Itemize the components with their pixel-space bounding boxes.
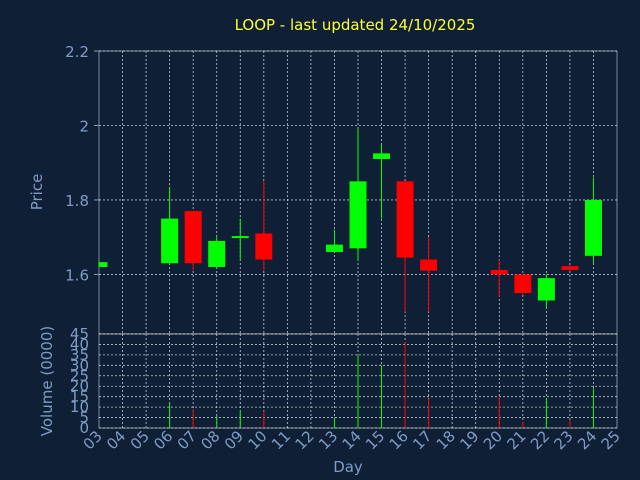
price-tick-label: 1.8 xyxy=(65,192,89,210)
price-tick-label: 1.6 xyxy=(65,266,89,284)
price-panel: 1.6 1.8 2 2.2 Price xyxy=(28,43,618,335)
candle-body xyxy=(231,236,249,239)
candle-body xyxy=(514,274,532,294)
price-axis-label: Price xyxy=(28,174,46,211)
volume-bars xyxy=(169,342,594,428)
volume-axis-label: Volume (0000) xyxy=(38,326,56,436)
candle-body xyxy=(373,153,391,159)
volume-tick-label: 40 xyxy=(70,335,89,353)
volume-tick-label: 30 xyxy=(70,356,89,374)
volume-tick-label: 25 xyxy=(70,367,89,385)
price-tick-label: 2 xyxy=(79,117,89,135)
volume-tick-label: 35 xyxy=(70,346,89,364)
volume-tick-label: 10 xyxy=(70,398,89,416)
x-axis-label: Day xyxy=(333,458,363,476)
volume-tick-label: 20 xyxy=(70,377,89,395)
price-y-ticks: 1.6 1.8 2 2.2 xyxy=(65,43,99,284)
candle-body xyxy=(561,266,579,270)
candle-body xyxy=(396,181,414,258)
candle-body xyxy=(184,211,202,264)
candle-body xyxy=(584,199,602,256)
candle-body xyxy=(208,240,226,267)
volume-tick-label: 5 xyxy=(79,409,89,427)
candle-body xyxy=(420,259,438,271)
candle-body xyxy=(99,262,108,267)
price-tick-label: 2.2 xyxy=(65,43,89,61)
candle-body xyxy=(349,181,367,249)
x-ticks: 0304050607080910111213141516171819202122… xyxy=(80,427,624,453)
candle-body xyxy=(161,218,179,264)
candle-body xyxy=(255,233,273,260)
chart-title: LOOP - last updated 24/10/2025 xyxy=(235,16,476,34)
volume-tick-label: 0 xyxy=(79,419,89,437)
candle-body xyxy=(325,244,343,253)
candles xyxy=(98,129,602,312)
volume-tick-label: 15 xyxy=(70,388,89,406)
candle-body xyxy=(537,278,555,301)
candle-body xyxy=(490,269,508,275)
volume-tick-label: 45 xyxy=(70,325,89,343)
